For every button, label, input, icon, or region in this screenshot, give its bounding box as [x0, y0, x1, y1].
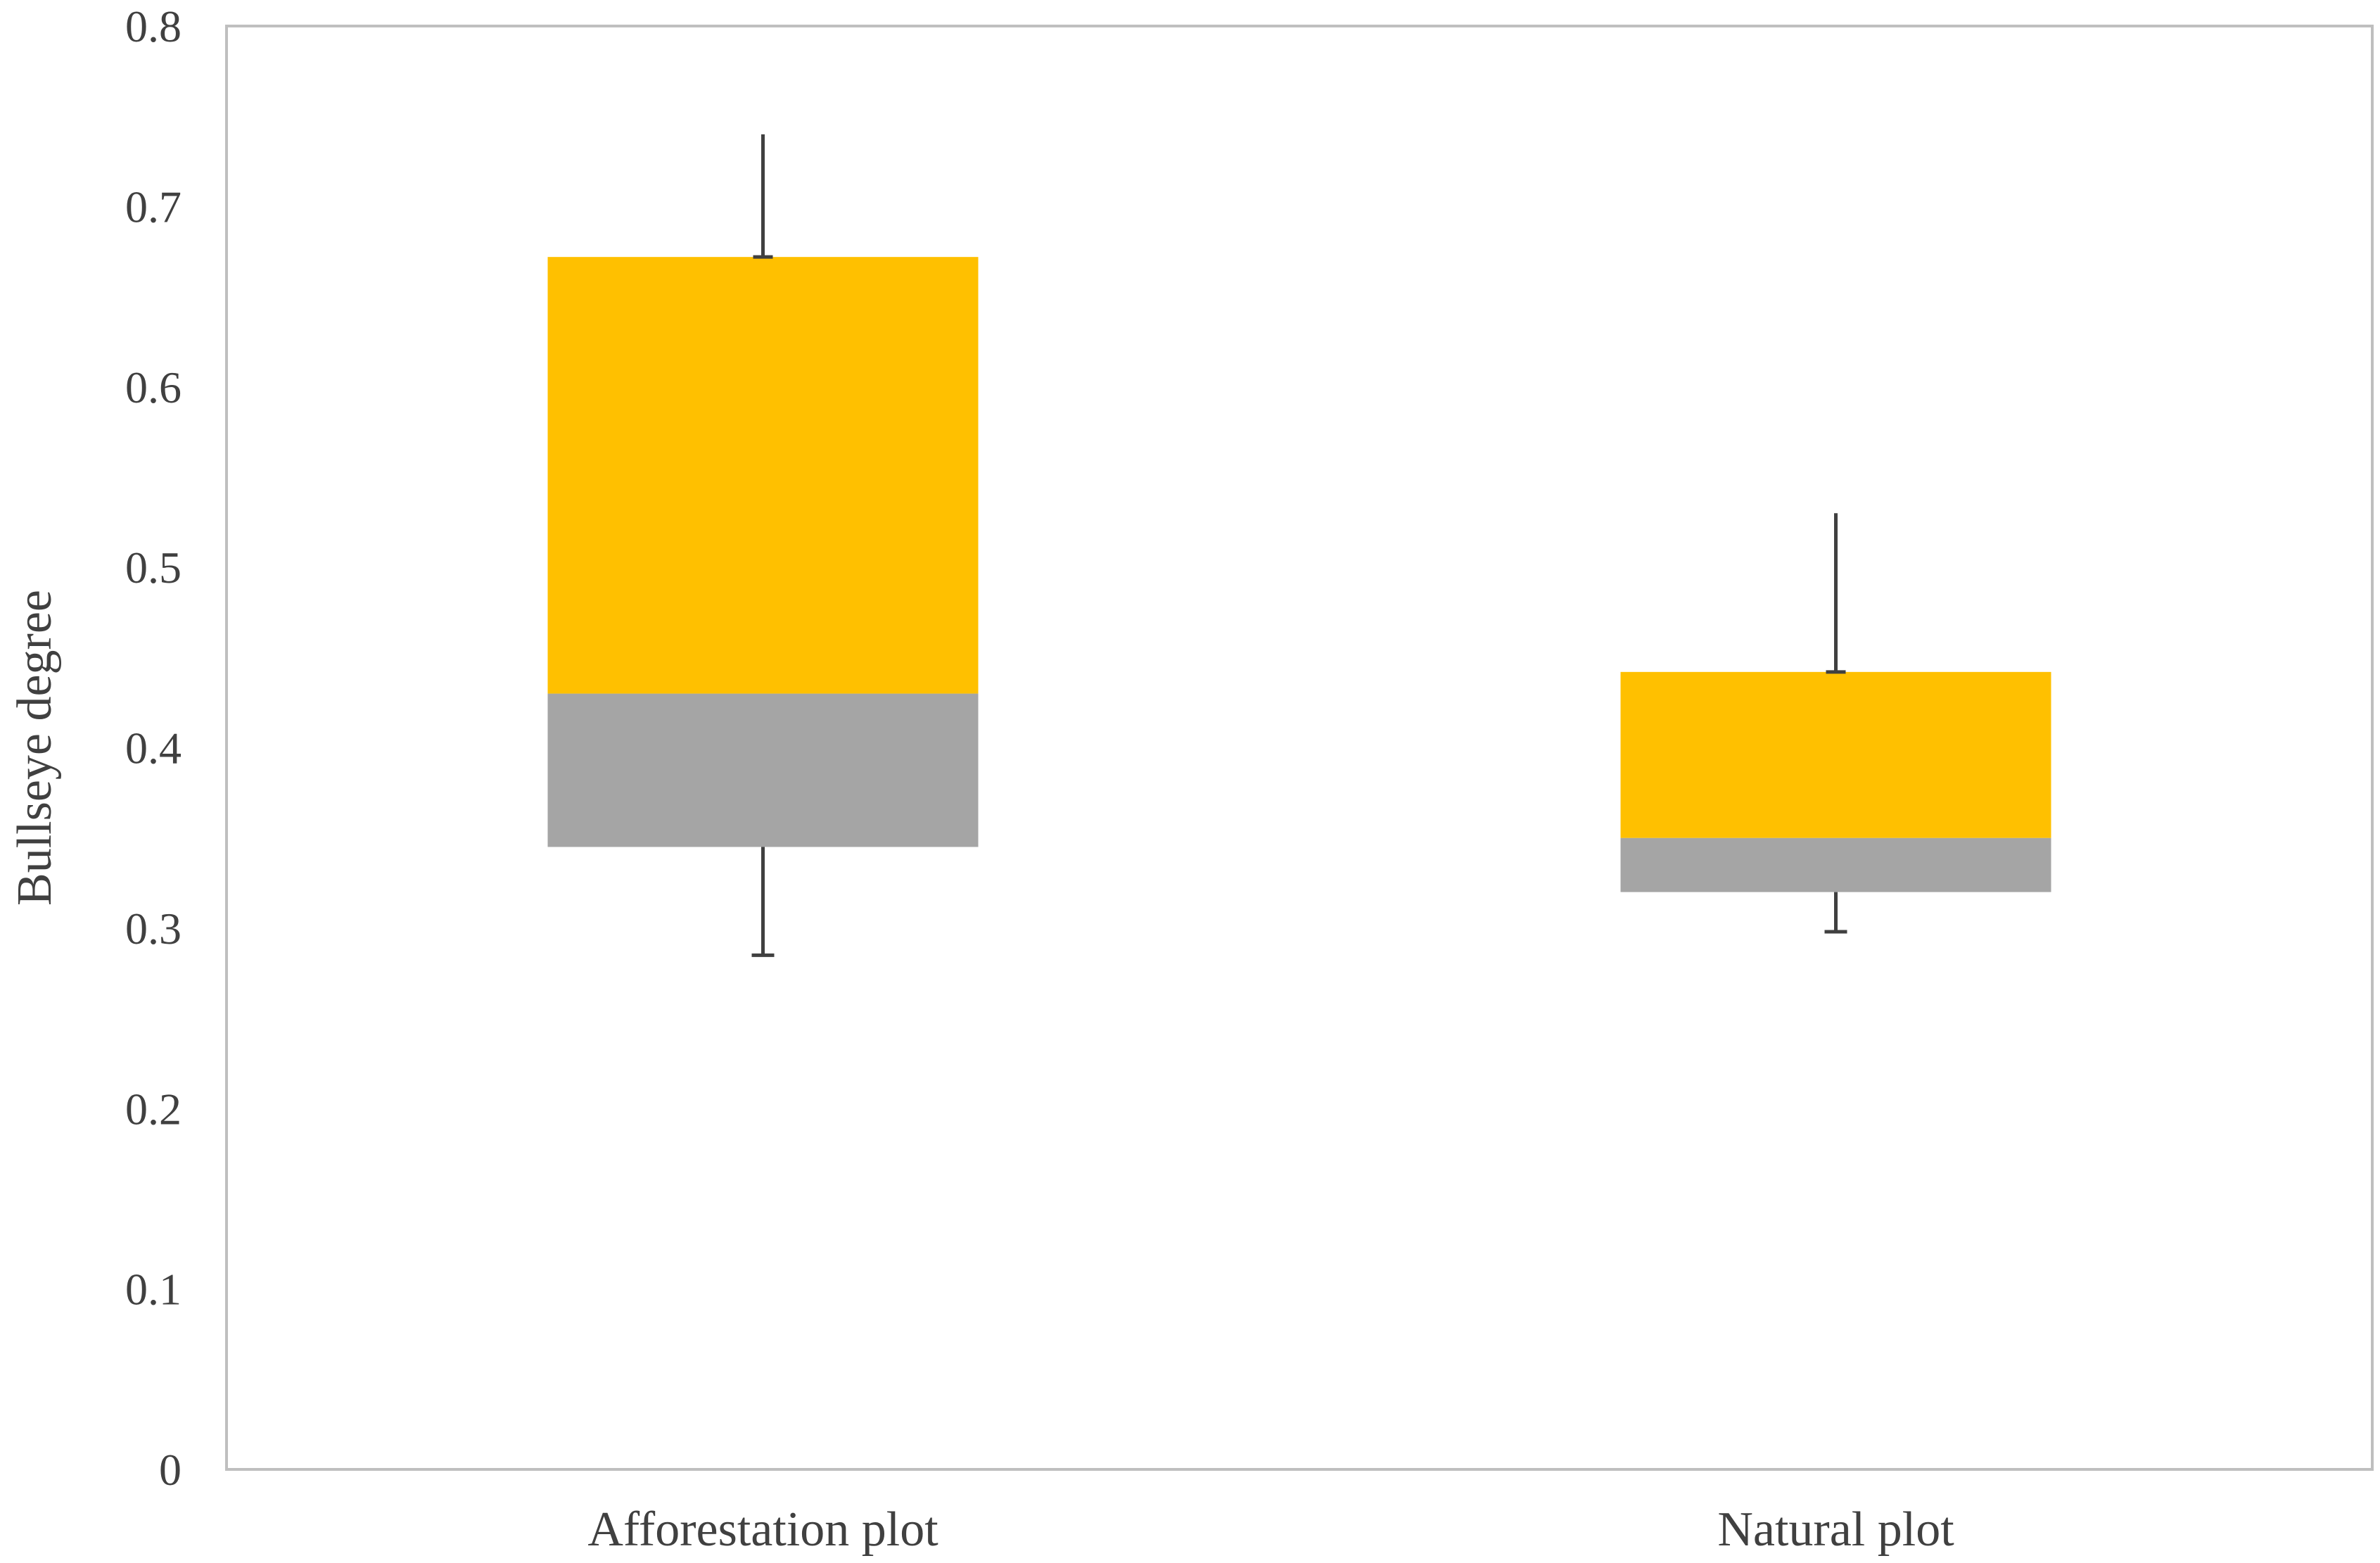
y-tick-label: 0.2 — [125, 1084, 182, 1134]
box-upper — [547, 257, 979, 694]
x-tick-label: Afforestation plot — [587, 1502, 938, 1557]
box-2 — [1620, 513, 2051, 934]
y-tick-label: 0.7 — [125, 182, 182, 232]
y-axis: 0 0.1 0.2 0.3 0.4 0.5 0.6 0.7 0.8 — [125, 1, 182, 1495]
x-tick-label: Natural plot — [1717, 1502, 1954, 1557]
y-tick-label: 0.6 — [125, 362, 182, 412]
y-tick-label: 0.8 — [125, 1, 182, 51]
y-tick-label: 0.1 — [125, 1265, 182, 1315]
y-tick-label: 0.5 — [125, 543, 182, 593]
box-1 — [547, 134, 979, 957]
box-lower — [547, 693, 979, 847]
y-tick-label: 0.3 — [125, 904, 182, 954]
plot-frame — [225, 25, 2374, 1471]
boxes — [547, 134, 2051, 957]
x-axis: Afforestation plot Natural plot — [587, 1502, 1954, 1557]
box-upper — [1620, 671, 2051, 838]
y-tick-label: 0.4 — [125, 723, 182, 773]
y-axis-title: Bullseye degree — [8, 590, 62, 906]
box-lower — [1620, 837, 2051, 892]
y-tick-label: 0 — [159, 1445, 182, 1495]
